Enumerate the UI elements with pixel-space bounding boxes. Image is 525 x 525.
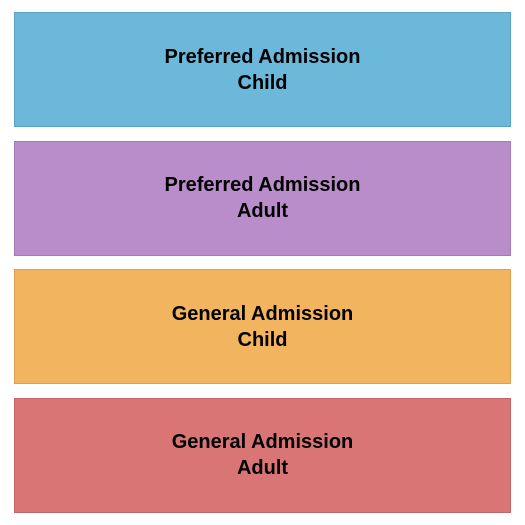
section-label-line2: Adult <box>237 198 288 224</box>
section-label-line1: Preferred Admission <box>165 44 361 70</box>
section-general-child[interactable]: General Admission Child <box>14 269 511 384</box>
section-general-adult[interactable]: General Admission Adult <box>14 398 511 513</box>
section-label-line2: Child <box>238 327 288 353</box>
section-label-line2: Adult <box>237 455 288 481</box>
section-label-line2: Child <box>238 70 288 96</box>
section-label-line1: General Admission <box>172 301 354 327</box>
section-preferred-child[interactable]: Preferred Admission Child <box>14 12 511 127</box>
section-label-line1: Preferred Admission <box>165 172 361 198</box>
section-label-line1: General Admission <box>172 429 354 455</box>
section-preferred-adult[interactable]: Preferred Admission Adult <box>14 141 511 256</box>
